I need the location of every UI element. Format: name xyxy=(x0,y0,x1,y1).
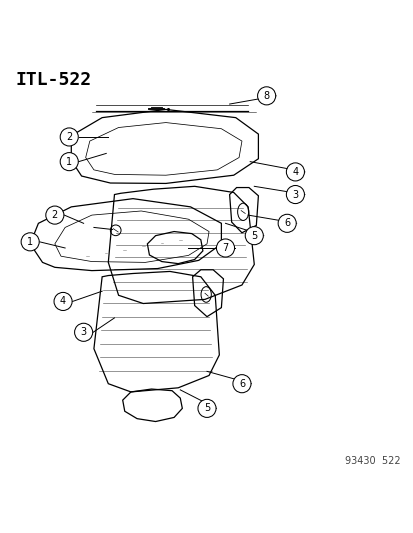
Text: 6: 6 xyxy=(238,379,244,389)
Text: 1: 1 xyxy=(66,157,72,167)
Circle shape xyxy=(286,185,304,204)
Circle shape xyxy=(278,214,296,232)
Text: 5: 5 xyxy=(251,231,257,241)
Text: 7: 7 xyxy=(222,243,228,253)
Text: 93430  522: 93430 522 xyxy=(344,456,399,466)
Circle shape xyxy=(216,239,234,257)
Text: 4: 4 xyxy=(60,296,66,306)
Circle shape xyxy=(286,163,304,181)
Circle shape xyxy=(21,233,39,251)
Text: 1: 1 xyxy=(27,237,33,247)
Text: 2: 2 xyxy=(66,132,72,142)
Text: 3: 3 xyxy=(81,327,86,337)
Text: 6: 6 xyxy=(283,219,290,228)
Circle shape xyxy=(60,128,78,146)
Text: ITL-522: ITL-522 xyxy=(16,71,92,89)
Text: 3: 3 xyxy=(292,190,298,199)
Circle shape xyxy=(74,323,93,341)
Circle shape xyxy=(197,399,216,417)
Circle shape xyxy=(60,152,78,171)
Circle shape xyxy=(257,87,275,105)
Text: 2: 2 xyxy=(52,210,58,220)
Circle shape xyxy=(233,375,250,393)
Circle shape xyxy=(54,293,72,311)
Text: 4: 4 xyxy=(292,167,298,177)
Text: 5: 5 xyxy=(203,403,210,414)
Circle shape xyxy=(46,206,64,224)
Text: 8: 8 xyxy=(263,91,269,101)
Circle shape xyxy=(244,227,263,245)
